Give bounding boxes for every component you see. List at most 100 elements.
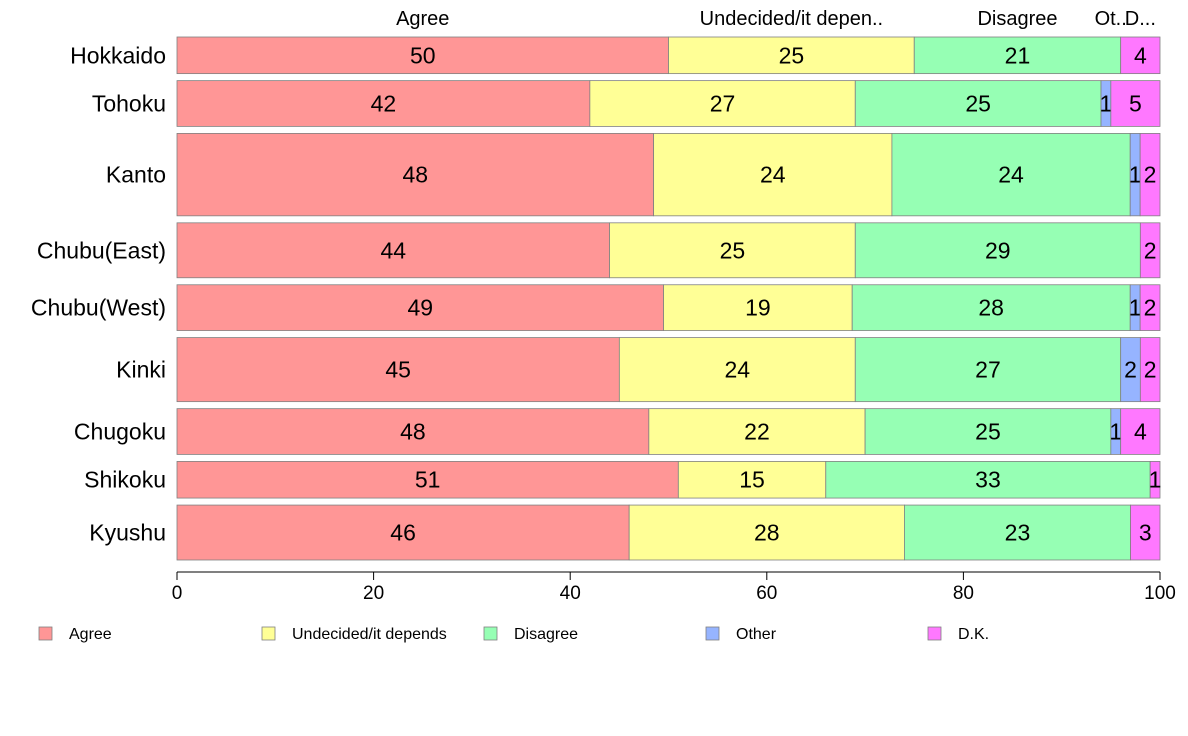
bar-row: Kinki 45 24 27 2 2 [116,337,1161,403]
top-column-labels: Agree Undecided/it depen.. Disagree Ot..D..… [396,8,1156,30]
data-label: 1 [1109,419,1122,445]
bar-segment [891,133,1131,217]
bar-segment [653,133,893,217]
data-label: 29 [985,237,1011,263]
data-label: 2 [1124,357,1137,383]
bar-segment [1120,36,1161,75]
x-tick-label: 20 [363,583,384,604]
data-label: 50 [410,42,436,68]
data-label: 2 [1144,162,1157,188]
column-header: Ot.. [1095,8,1127,30]
x-tick-label: 60 [756,583,777,604]
data-label: 24 [725,357,751,383]
bar-segment [663,284,853,331]
bar-segment [854,337,1122,403]
data-label: 25 [975,419,1001,445]
data-label: 1 [1129,295,1142,321]
bar-segment [677,461,827,499]
data-label: 19 [745,295,771,321]
bar-segment [589,80,856,127]
data-label: 25 [965,91,991,117]
data-label: 45 [385,357,411,383]
data-label: 46 [390,520,416,546]
data-label: 27 [710,91,736,117]
bar-segment [1139,222,1161,279]
data-label: 1 [1149,467,1162,493]
category-label: Kyushu [89,520,166,546]
legend-item: Disagree [483,626,578,643]
data-label: 48 [400,419,426,445]
column-header: Agree [396,8,449,30]
legend-swatch [927,626,942,641]
bar-segment [176,222,610,279]
bar-row: Chubu(West) 49 19 28 1 2 [31,284,1161,331]
bar-row: Chugoku 48 22 25 1 4 [74,408,1161,455]
bar-segment [1120,408,1161,455]
data-label: 22 [744,419,770,445]
data-label: 4 [1134,419,1147,445]
legend-label: Agree [69,626,112,643]
bar-row: Kanto 48 24 24 1 2 [106,133,1161,217]
data-label: 25 [720,237,746,263]
data-label: 28 [754,520,780,546]
legend-label: Other [736,626,777,643]
legend: Agree Undecided/it depends Disagree Other D.… [38,626,989,643]
bar-segment [1139,284,1161,331]
legend-label: D.K. [958,626,989,643]
bar-segment [176,337,620,403]
bar-segment [851,284,1131,331]
legend-swatch [705,626,720,641]
data-label: 44 [380,237,406,263]
bar-row: Kyushu 46 28 23 3 [89,504,1161,561]
bar-segment [854,80,1102,127]
x-axis: 0 20 40 60 80 100 [172,571,1176,604]
legend-label: Disagree [514,626,578,643]
data-label: 24 [760,162,786,188]
data-label: 2 [1144,237,1157,263]
legend-item: Agree [38,626,112,643]
legend-label: Undecided/it depends [292,626,447,643]
data-label: 51 [415,467,441,493]
bar-segment [176,80,591,127]
column-header: Undecided/it depen.. [700,8,883,30]
data-label: 5 [1129,91,1142,117]
x-tick-label: 40 [560,583,581,604]
bar-segment [1110,80,1161,127]
legend-swatch [483,626,498,641]
category-label: Kinki [116,357,166,383]
data-label: 3 [1139,520,1152,546]
bar-segment [1139,133,1161,217]
data-label: 2 [1144,357,1157,383]
data-label: 21 [1005,42,1031,68]
bar-segment [609,222,856,279]
bar-segment [1130,504,1161,561]
x-tick-label: 80 [953,583,974,604]
bar-row: Shikoku 51 15 33 1 [84,461,1162,499]
legend-item: Other [705,626,777,643]
data-label: 49 [407,295,433,321]
legend-item: Undecided/it depends [261,626,447,643]
bar-segment [1149,461,1161,499]
bar-row: Tohoku 42 27 25 1 5 [92,80,1161,127]
data-label: 23 [1005,520,1031,546]
category-label: Kanto [106,162,166,188]
category-label: Chubu(West) [31,295,166,321]
bar-segment [648,408,866,455]
category-label: Hokkaido [70,42,166,68]
bar-segment [864,408,1112,455]
bar-segment [618,337,856,403]
category-label: Chugoku [74,419,166,445]
data-label: 28 [978,295,1004,321]
bar-row: Chubu(East) 44 25 29 2 [37,222,1161,279]
bar-segment [854,222,1141,279]
legend-item: D.K. [927,626,989,643]
bar-segment [176,36,669,75]
column-header: D... [1125,8,1156,30]
data-label: 24 [998,162,1024,188]
bar-segment [176,284,664,331]
data-label: 42 [371,91,397,117]
bar-segment [176,504,630,561]
x-tick-label: 0 [172,583,183,604]
category-label: Tohoku [92,91,166,117]
